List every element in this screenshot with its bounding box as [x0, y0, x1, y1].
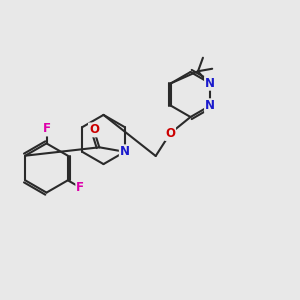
Text: F: F — [76, 181, 84, 194]
Text: N: N — [205, 99, 215, 112]
Text: N: N — [205, 77, 215, 90]
Text: N: N — [120, 145, 130, 158]
Text: O: O — [165, 127, 175, 140]
Text: F: F — [43, 122, 50, 136]
Text: O: O — [89, 123, 99, 136]
